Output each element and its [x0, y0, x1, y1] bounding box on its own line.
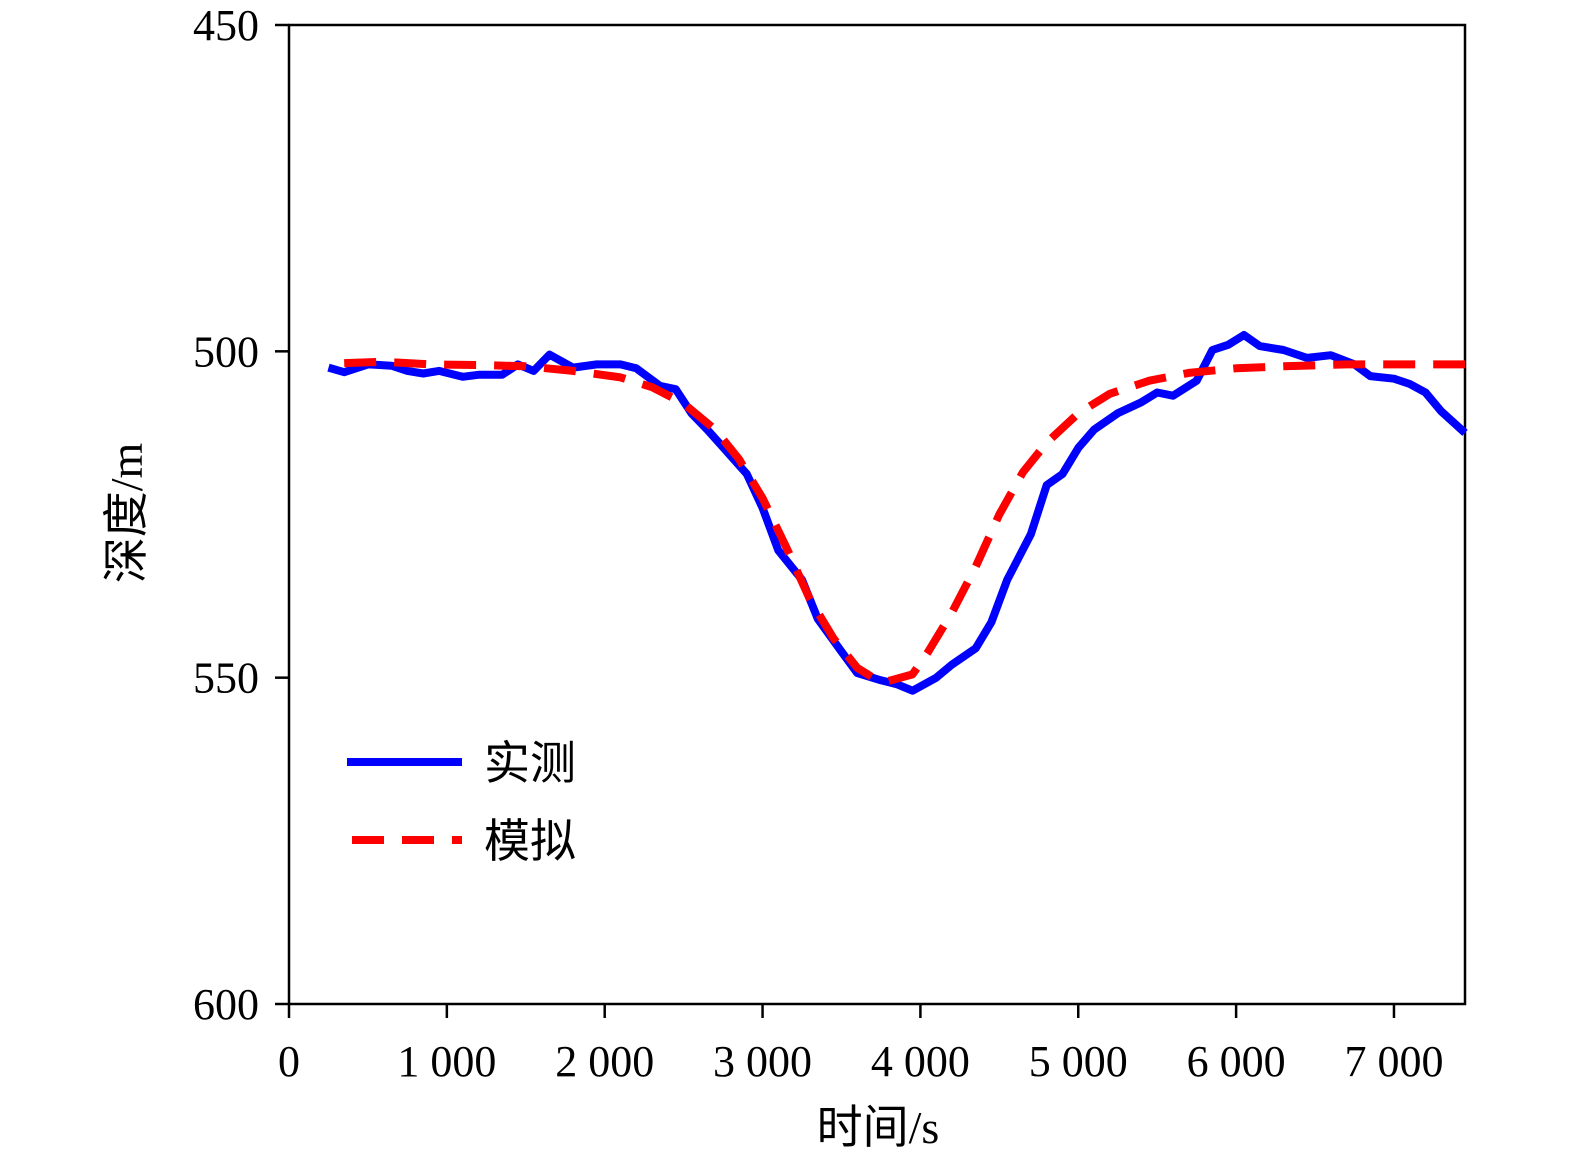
series-layer [327, 331, 1468, 695]
x-tick-label: 6 000 [1187, 1037, 1286, 1086]
x-axis-ticks: 0 1 000 2 000 3 000 4 000 5 000 6 000 7 000 [278, 1004, 1443, 1086]
series-line-measured [327, 331, 1468, 695]
x-tick-label: 0 [278, 1037, 300, 1086]
y-tick-label: 500 [193, 327, 259, 376]
x-axis-title: 时间/s [817, 1102, 940, 1153]
plot-frame [287, 23, 1467, 1006]
legend: 实测 模拟 [347, 738, 576, 867]
x-tick-label: 2 000 [555, 1037, 654, 1086]
plot-border [287, 23, 1467, 1006]
y-tick-label: 450 [193, 1, 259, 50]
series-line-simulated [344, 357, 1465, 685]
y-axis-title: 深度/m [101, 443, 152, 584]
x-tick-label: 3 000 [713, 1037, 812, 1086]
x-tick-label: 1 000 [397, 1037, 496, 1086]
legend-label-measured: 实测 [484, 738, 576, 789]
legend-label-simulated: 模拟 [484, 816, 576, 867]
y-tick-label: 600 [193, 980, 259, 1029]
y-axis-ticks: 450 500 550 600 [193, 1, 289, 1029]
y-tick-label: 550 [193, 654, 259, 703]
x-tick-label: 5 000 [1029, 1037, 1128, 1086]
x-tick-label: 7 000 [1344, 1037, 1443, 1086]
x-tick-label: 4 000 [871, 1037, 970, 1086]
